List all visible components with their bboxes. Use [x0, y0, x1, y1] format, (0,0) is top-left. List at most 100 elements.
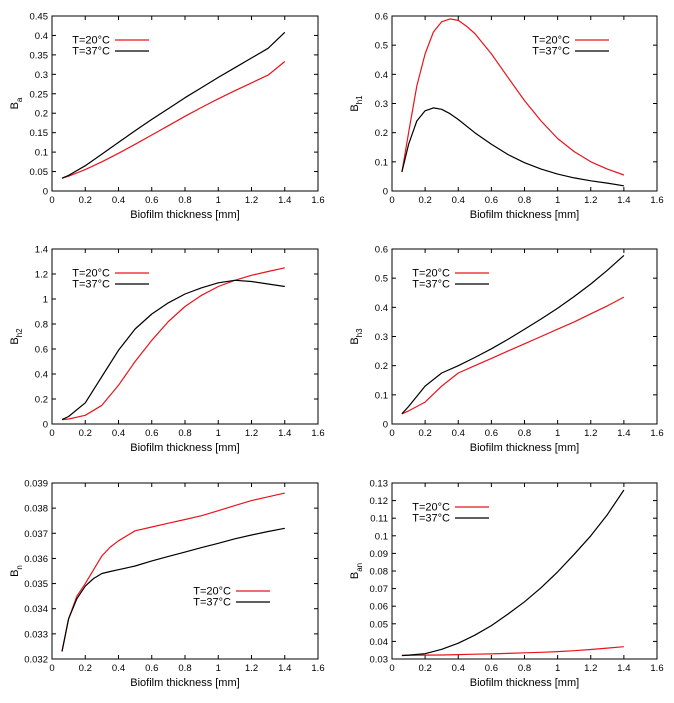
plot-frame	[51, 482, 319, 660]
y-axis-label-main: B	[9, 102, 21, 109]
y-tick-label: 0.13	[370, 479, 389, 490]
x-tick-label: 1.2	[245, 195, 258, 206]
y-tick-label: 0.1	[375, 157, 388, 168]
x-tick-label: 1.4	[278, 663, 291, 674]
y-axis-label-main: B	[9, 570, 21, 577]
x-tick-label: 1.4	[617, 195, 630, 206]
x-tick-label: 1.4	[278, 428, 291, 439]
y-tick-label: 0.06	[370, 602, 389, 613]
x-tick-label: 0	[49, 428, 54, 439]
x-tick-label: 0.4	[452, 663, 465, 674]
y-tick-label: 0.5	[375, 41, 388, 52]
x-tick-label: 1.2	[245, 663, 258, 674]
y-tick-label: 0.6	[375, 12, 388, 23]
y-axis-label: Bh3	[349, 328, 364, 345]
y-axis-label: Ba	[9, 97, 24, 109]
y-tick-label: 0.5	[375, 274, 388, 285]
y-tick-label: 0.25	[30, 89, 49, 100]
y-tick-label: 0.1	[375, 531, 388, 542]
y-tick-label: 0.07	[370, 584, 389, 595]
y-tick-label: 1.4	[35, 245, 48, 256]
chart-panel-4: 0 0.2 0.4 0.6 0.8 1 1.2 1.4 1.6 0 0.1 0.2 0.3 0.4 0.5 0…	[349, 245, 664, 455]
x-tick-label: 1	[555, 663, 560, 674]
y-tick-label: 0	[383, 187, 388, 198]
y-tick-label: 0.3	[35, 70, 48, 81]
y-tick-label: 0.2	[35, 395, 48, 406]
chart-panel-5: 0 0.2 0.4 0.6 0.8 1 1.2 1.4 1.6 0.032 0.033 0.034 0.…	[9, 479, 325, 690]
x-tick-label: 1.6	[311, 428, 324, 439]
y-axis-label-sub: n	[15, 565, 24, 569]
x-tick-label: 1	[216, 663, 221, 674]
y-tick-label: 0.03	[370, 655, 389, 666]
y-tick-label: 0.4	[375, 303, 388, 314]
x-tick-label: 1	[555, 428, 560, 439]
x-tick-label: 1	[216, 428, 221, 439]
y-tick-label: 1	[43, 295, 48, 306]
series-line-t37	[61, 527, 285, 652]
y-tick-label: 0.45	[30, 12, 49, 23]
x-axis-label: Biofilm thickness [mm]	[470, 442, 579, 454]
x-axis-label: Biofilm thickness [mm]	[130, 209, 239, 221]
x-tick-label: 0.2	[419, 663, 432, 674]
legend: T=20°CT=37°C	[532, 35, 609, 58]
x-tick-label: 0.2	[79, 663, 92, 674]
chart-panel-6: 0 0.2 0.4 0.6 0.8 1 1.2 1.4 1.6 0.03 0.04 0.05 0.06 0…	[349, 479, 664, 690]
legend: T=20°CT=37°C	[72, 35, 149, 58]
x-tick-label: 1.6	[650, 428, 663, 439]
y-axis-label-sub: h2	[15, 328, 24, 337]
x-tick-label: 1	[555, 195, 560, 206]
y-tick-label: 0.1	[35, 148, 48, 159]
y-tick-label: 0.35	[30, 50, 49, 61]
legend-label: T=37°C	[412, 279, 450, 291]
legend-label: T=37°C	[193, 597, 231, 609]
y-tick-label: 0.2	[375, 128, 388, 139]
legend-label: T=20°C	[412, 268, 450, 280]
x-tick-label: 0.2	[79, 428, 92, 439]
y-axis-label: Ban	[349, 563, 364, 579]
legend: T=20°CT=37°C	[412, 502, 489, 525]
x-tick-label: 0.6	[485, 428, 498, 439]
x-axis-label: Biofilm thickness [mm]	[470, 677, 579, 689]
y-tick-label: 0	[43, 420, 48, 431]
legend-label: T=20°C	[532, 35, 570, 47]
legend-label: T=37°C	[72, 279, 110, 291]
x-tick-label: 1.4	[278, 195, 291, 206]
y-axis-label: Bn	[9, 565, 24, 577]
x-tick-label: 1.2	[584, 428, 597, 439]
x-tick-label: 1.6	[650, 663, 663, 674]
y-axis-label-sub: h3	[355, 328, 364, 337]
y-tick-label: 0.6	[35, 345, 48, 356]
x-tick-label: 0.8	[178, 428, 191, 439]
series-line-t20	[401, 296, 625, 415]
y-tick-label: 0.05	[30, 167, 49, 178]
x-tick-label: 1.4	[617, 428, 630, 439]
legend: T=20°CT=37°C	[72, 268, 149, 291]
x-tick-label: 0.2	[419, 428, 432, 439]
legend-label: T=20°C	[72, 268, 110, 280]
y-axis-label-sub: h1	[355, 95, 364, 104]
x-tick-label: 0.8	[518, 195, 531, 206]
y-tick-label: 0.032	[24, 655, 48, 666]
x-tick-label: 0.6	[485, 663, 498, 674]
series-line-t37	[401, 107, 624, 187]
y-tick-label: 0.09	[370, 549, 389, 560]
x-tick-label: 0.6	[145, 195, 158, 206]
x-tick-label: 0.8	[178, 195, 191, 206]
x-tick-label: 1.2	[584, 195, 597, 206]
y-tick-label: 0.1	[375, 390, 388, 401]
y-axis-label: Bh1	[349, 95, 364, 112]
x-tick-label: 0.4	[452, 195, 465, 206]
series-line-t37	[61, 31, 286, 179]
legend: T=20°CT=37°C	[412, 268, 489, 291]
y-tick-label: 0	[43, 187, 48, 198]
x-tick-label: 1.6	[650, 195, 663, 206]
series-line-t37	[401, 254, 625, 415]
x-tick-label: 1	[216, 195, 221, 206]
y-tick-label: 0.4	[375, 70, 388, 81]
legend-label: T=20°C	[193, 586, 231, 598]
y-tick-label: 0.038	[24, 504, 48, 515]
x-axis-label: Biofilm thickness [mm]	[130, 677, 239, 689]
x-tick-label: 1.4	[617, 663, 630, 674]
